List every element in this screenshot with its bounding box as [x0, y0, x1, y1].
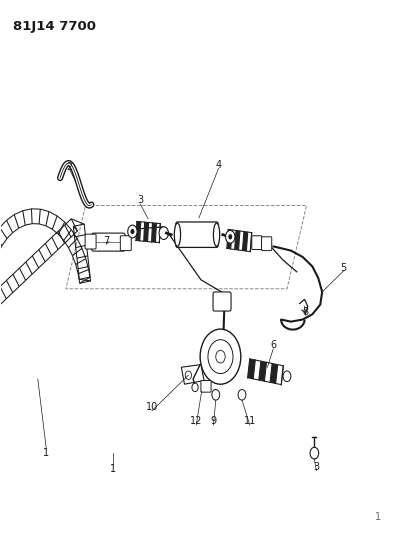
Circle shape	[159, 227, 169, 239]
Text: 2: 2	[67, 162, 73, 172]
Ellipse shape	[214, 223, 220, 246]
Text: 81J14 7700: 81J14 7700	[13, 20, 96, 33]
Circle shape	[185, 371, 191, 379]
Circle shape	[128, 225, 137, 238]
Circle shape	[200, 329, 241, 384]
FancyBboxPatch shape	[252, 236, 262, 249]
Circle shape	[228, 234, 232, 239]
Polygon shape	[270, 364, 278, 383]
Text: 8: 8	[303, 306, 309, 317]
FancyBboxPatch shape	[91, 233, 125, 251]
Polygon shape	[227, 229, 232, 249]
Text: 3: 3	[137, 195, 143, 205]
Circle shape	[216, 350, 225, 363]
Polygon shape	[181, 365, 204, 384]
Polygon shape	[144, 222, 149, 241]
Text: 11: 11	[244, 416, 256, 426]
Polygon shape	[242, 231, 248, 251]
Circle shape	[130, 229, 134, 234]
Polygon shape	[152, 223, 156, 243]
Polygon shape	[247, 359, 255, 379]
Polygon shape	[235, 230, 240, 250]
Circle shape	[225, 230, 235, 243]
Polygon shape	[259, 361, 266, 381]
FancyBboxPatch shape	[213, 292, 231, 311]
Text: 1: 1	[110, 464, 116, 474]
Text: 7: 7	[103, 236, 110, 246]
Circle shape	[238, 390, 246, 400]
FancyBboxPatch shape	[176, 222, 218, 247]
Circle shape	[208, 340, 233, 374]
Polygon shape	[136, 221, 141, 241]
FancyBboxPatch shape	[120, 236, 131, 251]
Ellipse shape	[174, 223, 180, 246]
Circle shape	[283, 371, 291, 382]
Circle shape	[212, 390, 220, 400]
Text: 6: 6	[270, 340, 276, 350]
FancyBboxPatch shape	[262, 237, 272, 251]
Text: 1: 1	[43, 448, 49, 458]
Text: 9: 9	[210, 416, 216, 426]
Circle shape	[310, 447, 319, 459]
Text: 3: 3	[313, 462, 320, 472]
Text: 10: 10	[146, 402, 158, 412]
Text: 12: 12	[190, 416, 203, 426]
Circle shape	[192, 383, 198, 392]
Text: 1: 1	[375, 512, 381, 522]
FancyBboxPatch shape	[85, 234, 96, 249]
FancyBboxPatch shape	[201, 381, 211, 392]
Text: 4: 4	[216, 160, 221, 169]
Text: 5: 5	[340, 263, 347, 272]
